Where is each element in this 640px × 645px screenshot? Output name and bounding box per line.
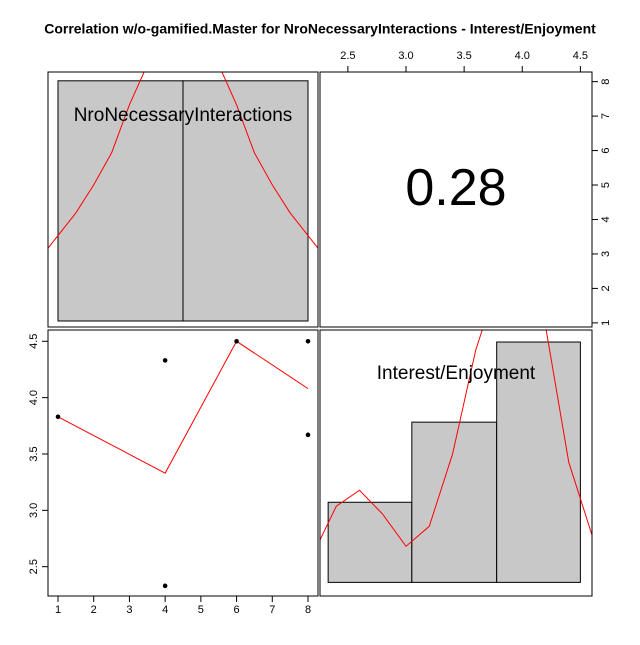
y-tick-label: 1 [600,320,612,326]
x-tick-label: 3 [126,604,132,616]
x-tick-label: 8 [305,604,311,616]
y-tick-label: 3 [600,251,612,257]
density-curve [48,72,318,249]
y-tick-label: 3.0 [28,503,40,518]
x-tick-label: 6 [234,604,240,616]
y-tick-label: 6 [600,148,612,154]
y-tick-label: 4.0 [28,390,40,405]
point [162,583,168,589]
histogram-bar [182,80,309,322]
x-tick-label: 3.0 [398,50,413,62]
histogram-bar [496,341,581,583]
y-tick-label: 3.5 [28,446,40,461]
panel-frame [47,71,319,328]
x-tick-label: 2.5 [340,50,355,62]
variable-label: Interest/Enjoyment [377,363,536,384]
x-tick-label: 1 [55,604,61,616]
point [305,432,311,438]
x-tick-label: 4.5 [573,50,588,62]
point [305,338,311,344]
x-tick-label: 2 [91,604,97,616]
histogram-bar [411,421,498,583]
x-tick-label: 4 [162,604,168,616]
y-tick-label: 7 [600,113,612,119]
point [234,338,239,344]
y-tick-label: 5 [600,182,612,188]
point [162,358,168,363]
density-curve [320,330,592,548]
x-tick-label: 3.5 [456,50,471,62]
y-tick-label: 2 [600,285,612,291]
histogram-bar [327,501,413,583]
variable-label: NroNecessaryInteractions [74,105,293,126]
correlation-value: 0.28 [405,159,506,217]
chart-title: Correlation w/o-gamified.Master for NroN… [44,21,596,37]
y-tick-label: 2.5 [28,559,40,574]
panel-frame [47,329,319,597]
x-tick-label: 4.0 [515,50,530,62]
panel-frame [319,71,593,328]
y-tick-label: 4.5 [28,334,40,349]
x-tick-label: 5 [198,604,204,616]
y-tick-label: 4 [600,216,612,222]
fit-line [57,340,309,474]
y-tick-label: 8 [600,79,612,85]
panel-frame [319,329,593,597]
x-tick-label: 7 [269,604,275,616]
histogram-bar [57,80,184,322]
point [55,414,61,420]
